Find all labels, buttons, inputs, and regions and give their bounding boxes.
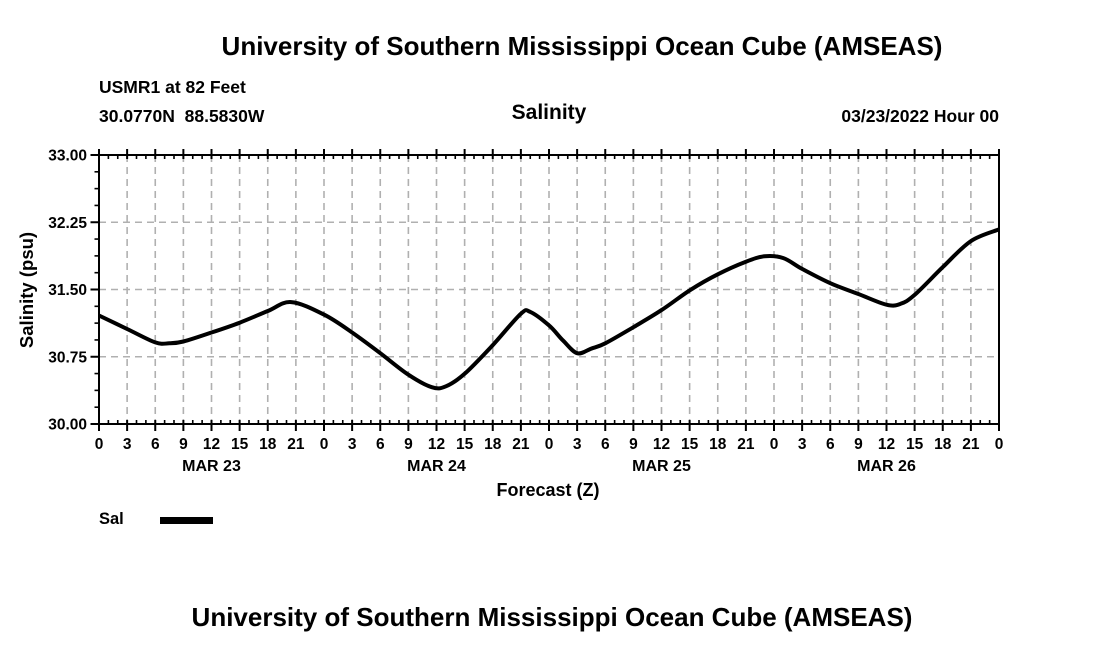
svg-text:15: 15: [681, 436, 699, 453]
legend-line-swatch: [160, 517, 213, 524]
svg-text:33.00: 33.00: [48, 148, 87, 165]
salinity-curve: [98, 227, 1000, 391]
svg-text:9: 9: [854, 436, 863, 453]
svg-text:21: 21: [737, 436, 755, 453]
x-tick-labels: 0 3 6 9 12 15 18 21 0 3 6 9 12 15 18 21 0 3 6 9 12 15 18 21 0 3 6 9…: [95, 436, 1004, 453]
variable-title: Salinity: [511, 101, 587, 124]
svg-text:9: 9: [404, 436, 413, 453]
svg-text:31.50: 31.50: [48, 282, 87, 299]
svg-text:32.25: 32.25: [48, 215, 87, 232]
station-label: USMR1 at 82 Feet: [99, 77, 246, 97]
svg-text:12: 12: [878, 436, 895, 453]
svg-text:MAR 24: MAR 24: [407, 458, 466, 475]
svg-text:21: 21: [962, 436, 980, 453]
svg-text:12: 12: [653, 436, 670, 453]
svg-text:MAR 23: MAR 23: [182, 458, 241, 475]
svg-text:MAR 26: MAR 26: [857, 458, 916, 475]
x-axis-title: Forecast (Z): [496, 480, 600, 500]
footer-next-chart-title: University of Southern Mississippi Ocean…: [191, 602, 913, 632]
svg-text:21: 21: [287, 436, 305, 453]
svg-text:6: 6: [601, 436, 610, 453]
svg-text:0: 0: [770, 436, 779, 453]
svg-text:30.00: 30.00: [48, 417, 87, 434]
svg-text:0: 0: [95, 436, 104, 453]
svg-text:3: 3: [123, 436, 132, 453]
svg-text:15: 15: [456, 436, 474, 453]
svg-text:0: 0: [995, 436, 1004, 453]
svg-text:18: 18: [259, 436, 277, 453]
svg-text:9: 9: [629, 436, 638, 453]
minor-ticks: [94, 155, 991, 424]
svg-text:6: 6: [826, 436, 835, 453]
svg-text:3: 3: [573, 436, 582, 453]
y-tick-labels: 30.00 30.75 31.50 32.25 33.00: [48, 148, 87, 434]
svg-text:18: 18: [709, 436, 727, 453]
svg-text:30.75: 30.75: [48, 349, 87, 366]
svg-text:15: 15: [231, 436, 249, 453]
svg-text:15: 15: [906, 436, 924, 453]
svg-text:3: 3: [798, 436, 807, 453]
grid-lines: [99, 155, 999, 424]
svg-text:18: 18: [934, 436, 952, 453]
day-labels: MAR 23 MAR 24 MAR 25 MAR 26: [182, 458, 916, 475]
coordinates-label: 30.0770N 88.5830W: [99, 106, 265, 126]
major-ticks: [90, 149, 1000, 431]
svg-text:12: 12: [203, 436, 220, 453]
svg-text:21: 21: [512, 436, 530, 453]
legend-label: Sal: [99, 510, 124, 528]
run-datetime-label: 03/23/2022 Hour 00: [841, 106, 999, 126]
svg-text:0: 0: [320, 436, 329, 453]
svg-text:MAR 25: MAR 25: [632, 458, 691, 475]
svg-text:3: 3: [348, 436, 357, 453]
svg-text:0: 0: [545, 436, 554, 453]
svg-text:6: 6: [376, 436, 385, 453]
svg-text:12: 12: [428, 436, 445, 453]
page-title: University of Southern Mississippi Ocean…: [221, 31, 943, 61]
svg-text:18: 18: [484, 436, 502, 453]
svg-text:9: 9: [179, 436, 188, 453]
svg-text:6: 6: [151, 436, 160, 453]
